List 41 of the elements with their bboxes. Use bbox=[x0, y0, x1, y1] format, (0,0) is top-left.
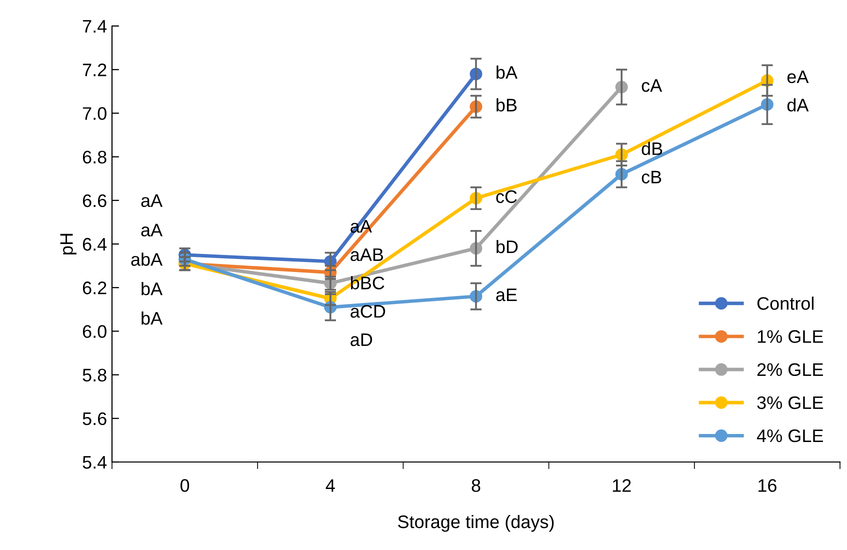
annotation: dB bbox=[642, 142, 662, 156]
annotation: aA bbox=[141, 224, 163, 236]
annotation: aA bbox=[141, 194, 163, 207]
legend-label: 3% GLE bbox=[757, 396, 823, 410]
annotation: bA bbox=[142, 282, 163, 296]
annotation: bA bbox=[142, 311, 163, 325]
legend-label: 2% GLE bbox=[757, 363, 823, 376]
x-axis-title: Storage time (days) bbox=[398, 514, 554, 532]
x-tick-label: 0 bbox=[180, 479, 190, 492]
annotation: aD bbox=[350, 333, 372, 346]
x-tick-label: 8 bbox=[472, 479, 480, 492]
legend-label: 1% GLE bbox=[758, 330, 823, 343]
y-tick-label: 5.4 bbox=[82, 456, 107, 469]
y-tick-label: 6.8 bbox=[82, 150, 106, 164]
annotation: aAB bbox=[350, 248, 384, 262]
annotation: aCD bbox=[350, 304, 386, 318]
annotation: bA bbox=[496, 66, 518, 79]
annotation: bD bbox=[496, 240, 518, 254]
x-tick-label: 12 bbox=[612, 479, 631, 492]
y-tick-label: 7.4 bbox=[82, 20, 107, 33]
y-tick-label: 5.6 bbox=[82, 412, 106, 426]
y-tick-label: 6.6 bbox=[82, 194, 106, 208]
annotation: bB bbox=[496, 98, 517, 112]
x-tick-label: 16 bbox=[758, 479, 776, 492]
y-tick-label: 6.0 bbox=[82, 325, 106, 338]
annotation: cA bbox=[642, 79, 662, 92]
y-tick-label: 7.2 bbox=[82, 64, 106, 76]
y-axis-title: pH bbox=[60, 234, 76, 254]
annotation: dA bbox=[787, 98, 809, 112]
annotation: cB bbox=[642, 170, 662, 184]
annotation: eA bbox=[787, 70, 809, 84]
legend-label: Control bbox=[757, 296, 814, 310]
annotation: cC bbox=[496, 190, 517, 204]
y-tick-label: 5.8 bbox=[82, 368, 106, 382]
y-tick-label: 6.4 bbox=[82, 238, 107, 251]
annotation: abA bbox=[131, 252, 163, 266]
legend-label: 4% GLE bbox=[756, 429, 823, 442]
y-tick-label: 7.0 bbox=[82, 107, 106, 120]
x-tick-label: 4 bbox=[326, 479, 335, 492]
annotation: aE bbox=[496, 288, 517, 302]
y-tick-label: 6.2 bbox=[82, 282, 106, 294]
